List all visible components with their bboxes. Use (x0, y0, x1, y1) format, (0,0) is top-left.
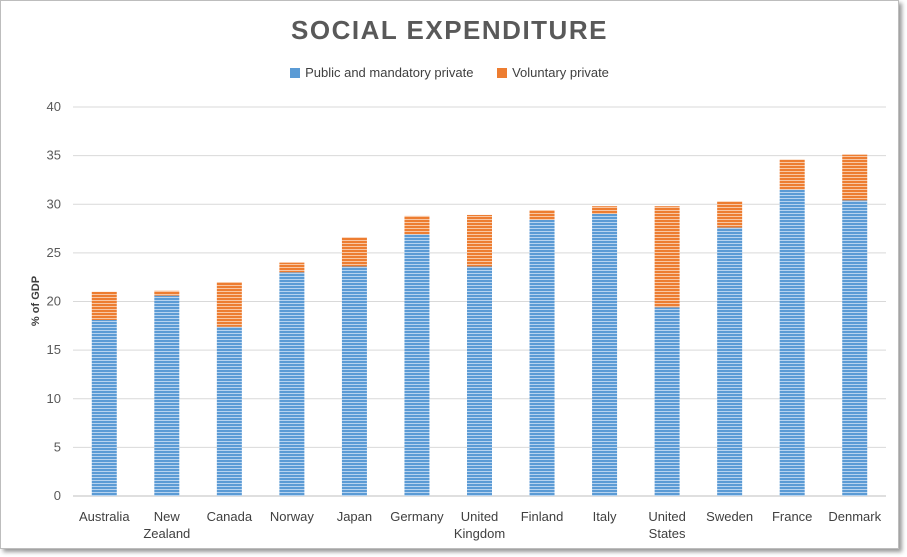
legend-item-public: Public and mandatory private (290, 65, 473, 80)
bar-voluntary (467, 214, 492, 267)
x-tick-label: United (461, 509, 499, 524)
x-tick-label: Finland (521, 509, 564, 524)
x-tick-label: Norway (270, 509, 315, 524)
x-tick-label: United (648, 509, 686, 524)
bar-public (779, 189, 805, 496)
x-tick-label: Kingdom (454, 526, 505, 541)
x-tick-label: Japan (337, 509, 372, 524)
bar-public (216, 326, 242, 496)
y-tick-label: 5 (54, 439, 61, 454)
bar-public (842, 200, 868, 497)
bar-voluntary (779, 159, 805, 190)
y-tick-label: 40 (47, 99, 61, 114)
y-tick-label: 15 (47, 342, 61, 357)
bar-voluntary (341, 237, 367, 267)
x-tick-label: Germany (390, 509, 444, 524)
bar-voluntary (654, 206, 680, 308)
chart-plot: % of GDP 0 5 10 15 20 25 30 35 40 Australia New Zea… (30, 99, 886, 541)
x-tick-label: France (772, 509, 812, 524)
bar-public (529, 219, 555, 496)
x-tick-label: Canada (207, 509, 253, 524)
legend-label-public: Public and mandatory private (305, 65, 474, 80)
chart-frame: SOCIAL EXPENDITURE Public and mandatory … (0, 0, 899, 549)
legend-swatch-voluntary (497, 67, 508, 78)
y-axis-title: % of GDP (30, 276, 42, 326)
legend-label-voluntary: Voluntary private (512, 65, 609, 80)
y-tick-label: 35 (47, 148, 61, 163)
bar-voluntary (216, 282, 242, 327)
x-tick-label: Sweden (706, 509, 753, 524)
x-tick-label: Australia (79, 509, 130, 524)
bar-voluntary (717, 201, 743, 228)
bar-voluntary (279, 262, 305, 273)
bar-public (654, 307, 680, 496)
bar-public (154, 295, 180, 496)
legend-swatch-public (290, 67, 301, 78)
y-tick-label: 20 (47, 294, 61, 309)
bar-public (279, 272, 305, 496)
chart-title: SOCIAL EXPENDITURE (291, 15, 608, 45)
bar-public (341, 266, 367, 496)
bar-public (91, 319, 117, 496)
bar-public (404, 234, 430, 496)
x-tick-label: Denmark (828, 509, 881, 524)
x-tick-label: Zealand (143, 526, 190, 541)
x-tick-label: New (154, 509, 181, 524)
x-tick-label: Italy (593, 509, 617, 524)
bar-public (467, 266, 492, 496)
y-tick-label: 30 (47, 196, 61, 211)
bar-public (717, 227, 743, 496)
bar-public (592, 213, 618, 496)
bar-voluntary (529, 210, 555, 220)
bar-voluntary (842, 154, 868, 201)
bar-voluntary (91, 291, 117, 320)
bar-voluntary (154, 290, 180, 296)
bar-voluntary (404, 215, 430, 235)
y-tick-label: 10 (47, 391, 61, 406)
chart-legend: Public and mandatory private Voluntary p… (1, 65, 898, 81)
legend-item-voluntary: Voluntary private (497, 65, 609, 80)
y-tick-label: 25 (47, 245, 61, 260)
x-tick-label: States (649, 526, 686, 541)
bar-voluntary (592, 206, 618, 214)
y-tick-label: 0 (54, 488, 61, 503)
